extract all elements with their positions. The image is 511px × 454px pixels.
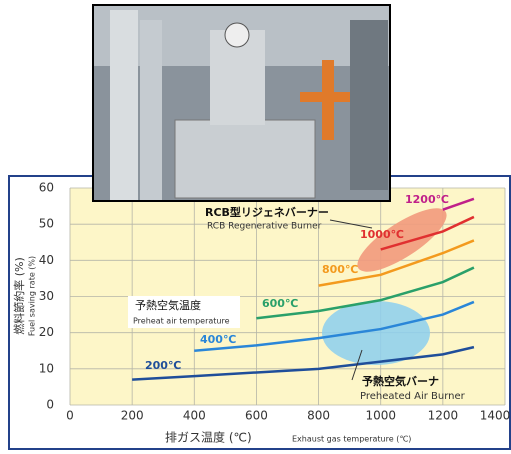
leader-line	[351, 349, 363, 381]
x-tick-label: 800	[307, 409, 330, 423]
y-tick-label: 50	[39, 217, 54, 231]
series-line	[380, 215, 475, 251]
y-tick-label: 10	[39, 361, 54, 375]
annotation: Preheated Air Burner	[360, 391, 466, 402]
y-tick-label: 0	[46, 398, 54, 412]
annotation: Preheat air temperature	[133, 317, 230, 326]
x-axis-title: Exhaust gas temperature (℃)	[292, 435, 411, 444]
rcb-region	[357, 208, 447, 272]
x-tick-label: 1200	[428, 409, 459, 423]
annotation: RCB型リジェネバーナー	[205, 205, 329, 219]
series-line	[442, 197, 475, 211]
x-tick-label: 1000	[365, 409, 396, 423]
preheated-burner-region	[322, 301, 430, 365]
leader-line	[329, 219, 373, 229]
x-tick-label: 600	[245, 409, 268, 423]
series-label: 1200℃	[405, 193, 449, 206]
x-tick-label: 1400	[480, 409, 511, 423]
y-axis-title: Fuel saving rate (%)	[28, 256, 37, 336]
series-line	[256, 266, 475, 320]
y-axis-title: 燃料節約率 (%)	[12, 257, 26, 335]
y-tick-label: 60	[39, 181, 54, 195]
series-label: 200℃	[145, 359, 181, 372]
x-tick-label: 200	[121, 409, 144, 423]
series-line	[318, 239, 475, 287]
series-line	[194, 300, 475, 352]
annotation: 予熱空気温度	[135, 298, 201, 312]
y-tick-label: 20	[39, 325, 54, 339]
series-line	[132, 345, 475, 381]
annotation: RCB Regenerative Burner	[207, 222, 322, 232]
annotation-box	[128, 296, 240, 328]
y-tick-label: 30	[39, 289, 54, 303]
series-label: 800℃	[322, 263, 358, 276]
x-tick-label: 400	[183, 409, 206, 423]
series-label: 400℃	[200, 333, 236, 346]
annotation: 予熱空気バーナ	[362, 374, 439, 388]
series-label: 600℃	[262, 297, 298, 310]
photo	[92, 4, 391, 202]
series-label: 1000℃	[360, 228, 404, 241]
x-axis-title: 排ガス温度 (℃)	[165, 430, 252, 445]
y-tick-label: 40	[39, 253, 54, 267]
x-tick-label: 0	[66, 409, 74, 423]
